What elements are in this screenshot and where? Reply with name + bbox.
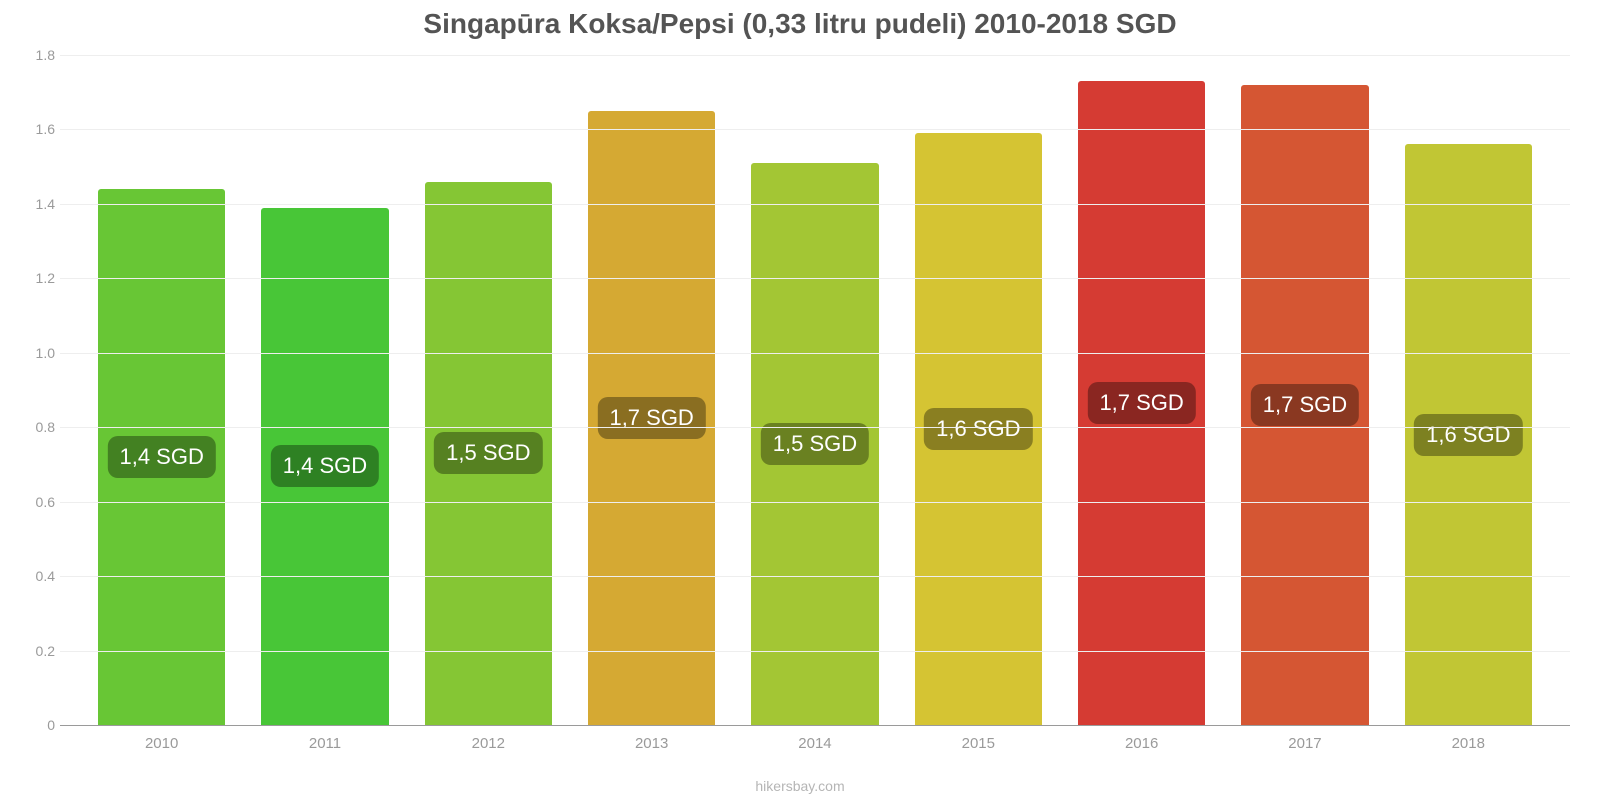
plot-area: 1,4 SGD20101,4 SGD20111,5 SGD20121,7 SGD… (60, 55, 1570, 725)
price-chart: Singapūra Koksa/Pepsi (0,33 litru pudeli… (0, 0, 1600, 800)
x-tick-label: 2016 (1125, 735, 1158, 752)
y-tick-label: 1.4 (20, 196, 55, 212)
bar-value-label: 1,4 SGD (107, 436, 215, 478)
source-label: hikersbay.com (0, 778, 1600, 794)
x-tick-label: 2015 (962, 735, 995, 752)
y-tick-label: 0.8 (20, 419, 55, 435)
bar-slot: 1,6 SGD2015 (897, 55, 1060, 725)
grid-line (60, 55, 1570, 56)
grid-line (60, 576, 1570, 577)
bar-value-label: 1,7 SGD (597, 397, 705, 439)
bar-slot: 1,7 SGD2017 (1223, 55, 1386, 725)
y-tick-label: 1.2 (20, 270, 55, 286)
bar-value-label: 1,6 SGD (1414, 414, 1522, 456)
bars-container: 1,4 SGD20101,4 SGD20111,5 SGD20121,7 SGD… (60, 55, 1570, 725)
bar: 1,7 SGD (1241, 85, 1368, 725)
bar: 1,5 SGD (751, 163, 878, 725)
grid-line (60, 129, 1570, 130)
bar-value-label: 1,5 SGD (761, 423, 869, 465)
y-tick-label: 0.2 (20, 643, 55, 659)
bar-value-label: 1,4 SGD (271, 445, 379, 487)
grid-line (60, 502, 1570, 503)
chart-title: Singapūra Koksa/Pepsi (0,33 litru pudeli… (0, 8, 1600, 40)
bar-value-label: 1,7 SGD (1087, 382, 1195, 424)
bar: 1,4 SGD (98, 189, 225, 725)
y-tick-label: 0 (20, 717, 55, 733)
bar-slot: 1,5 SGD2014 (733, 55, 896, 725)
bar: 1,4 SGD (261, 208, 388, 725)
x-tick-label: 2014 (798, 735, 831, 752)
y-tick-label: 1.0 (20, 345, 55, 361)
x-tick-label: 2011 (309, 735, 341, 752)
y-tick-label: 0.6 (20, 494, 55, 510)
bar: 1,7 SGD (1078, 81, 1205, 725)
bar-slot: 1,4 SGD2011 (243, 55, 406, 725)
grid-line (60, 204, 1570, 205)
grid-line (60, 725, 1570, 726)
x-tick-label: 2018 (1452, 735, 1485, 752)
bar: 1,6 SGD (1405, 144, 1532, 725)
bar-slot: 1,7 SGD2016 (1060, 55, 1223, 725)
bar-slot: 1,7 SGD2013 (570, 55, 733, 725)
bar: 1,5 SGD (425, 182, 552, 725)
grid-line (60, 278, 1570, 279)
bar-value-label: 1,6 SGD (924, 408, 1032, 450)
x-tick-label: 2012 (472, 735, 505, 752)
grid-line (60, 651, 1570, 652)
y-tick-label: 1.6 (20, 121, 55, 137)
grid-line (60, 427, 1570, 428)
y-tick-label: 0.4 (20, 568, 55, 584)
grid-line (60, 353, 1570, 354)
bar-value-label: 1,5 SGD (434, 432, 542, 474)
bar-slot: 1,4 SGD2010 (80, 55, 243, 725)
bar: 1,6 SGD (915, 133, 1042, 725)
x-tick-label: 2017 (1288, 735, 1321, 752)
x-tick-label: 2010 (145, 735, 178, 752)
bar-slot: 1,6 SGD2018 (1387, 55, 1550, 725)
bar-slot: 1,5 SGD2012 (407, 55, 570, 725)
y-tick-label: 1.8 (20, 47, 55, 63)
bar-value-label: 1,7 SGD (1251, 384, 1359, 426)
x-tick-label: 2013 (635, 735, 668, 752)
